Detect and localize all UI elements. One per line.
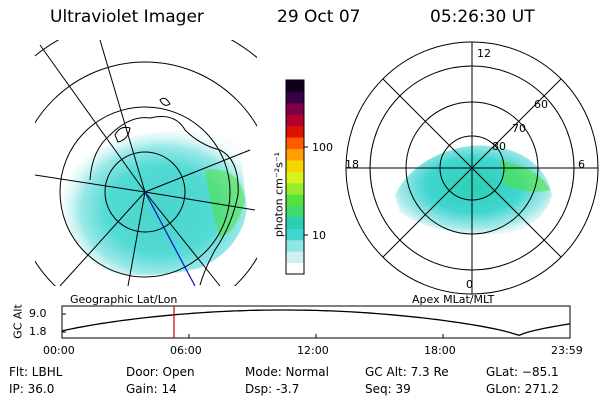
magnetic-map-label: Apex MLat/MLT — [412, 293, 495, 306]
gc-alt-value: GC Alt: 7.3 Re — [365, 365, 449, 379]
date-label: 29 Oct 07 — [277, 7, 361, 27]
colorbar-band — [286, 194, 304, 207]
colorbar-band — [286, 80, 304, 92]
colorbar-band — [286, 125, 304, 138]
seq-value: Seq: 39 — [365, 382, 411, 396]
colorbar-gradient — [286, 80, 304, 275]
colorbar-band — [286, 91, 304, 104]
colorbar-band — [286, 228, 304, 241]
altitude-tick-9: 9.0 — [29, 307, 47, 320]
glat-value: GLat: −85.1 — [486, 365, 559, 379]
colorbar-band — [286, 251, 304, 264]
filter-value: Flt: LBHL — [9, 365, 63, 379]
ip-value: IP: 36.0 — [9, 382, 55, 396]
altitude-ylabel: GC Alt — [11, 304, 25, 339]
colorbar-tick-100: 100 — [312, 141, 333, 154]
door-value: Door: Open — [126, 365, 195, 379]
mlt-label-6: 6 — [578, 158, 585, 171]
meridian-grid — [35, 40, 256, 286]
mlt-label-12: 12 — [477, 47, 491, 60]
colorbar-band — [286, 239, 304, 252]
mlat-label-80: 80 — [492, 140, 506, 153]
colorbar-band — [286, 171, 304, 184]
dsp-value: Dsp: -3.7 — [245, 382, 300, 396]
time-label: 05:26:30 UT — [430, 7, 535, 27]
mode-value: Mode: Normal — [245, 365, 329, 379]
colorbar-band — [286, 205, 304, 218]
time-tick-18: 18:00 — [424, 344, 456, 357]
colorbar-band — [286, 159, 304, 172]
colorbar-band — [286, 137, 304, 149]
latitude-grid — [35, 40, 257, 286]
geographic-map-label: Geographic Lat/Lon — [70, 293, 178, 306]
colorbar-band — [286, 216, 304, 229]
mlat-label-70: 70 — [512, 122, 526, 135]
mlt-grid — [346, 42, 598, 294]
altitude-tick-1-8: 1.8 — [29, 325, 47, 338]
time-tick-6: 06:00 — [170, 344, 202, 357]
time-tick-12: 12:00 — [297, 344, 329, 357]
colorbar-tick-10: 10 — [312, 229, 326, 242]
gain-value: Gain: 14 — [126, 382, 177, 396]
instrument-title: Ultraviolet Imager — [50, 7, 204, 27]
mlt-label-0: 0 — [466, 278, 473, 291]
coastline — [89, 116, 239, 286]
colorbar-band — [286, 182, 304, 195]
time-tick-0: 00:00 — [43, 344, 75, 357]
time-tick-2359: 23:59 — [551, 344, 583, 357]
colorbar-band — [286, 148, 304, 161]
mlt-label-18: 18 — [345, 158, 359, 171]
altitude-curve — [61, 309, 571, 336]
colorbar-band — [286, 102, 304, 115]
altitude-ticks — [62, 313, 444, 338]
mlat-label-60: 60 — [534, 98, 548, 111]
colorbar-band — [286, 262, 304, 275]
glon-value: GLon: 271.2 — [486, 382, 559, 396]
colorbar-band — [286, 114, 304, 127]
